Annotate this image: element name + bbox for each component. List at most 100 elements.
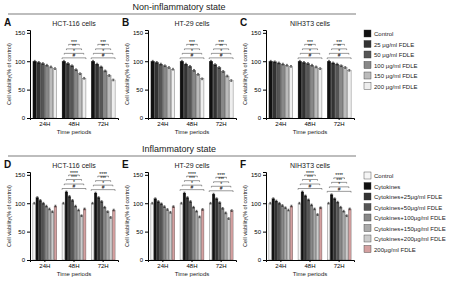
plot-marks [151, 60, 233, 118]
y-tick-mark [145, 90, 148, 91]
bar [298, 61, 302, 118]
bar [74, 70, 78, 118]
error-bar [160, 63, 162, 65]
error-bar [65, 191, 67, 193]
y-axis: 050100150 [251, 30, 267, 121]
error-bar [92, 202, 94, 204]
bar [310, 205, 313, 260]
y-tick: 100 [15, 201, 30, 207]
x-tick-label: 72H [216, 121, 227, 127]
error-bar [328, 60, 330, 62]
error-bar [169, 211, 171, 213]
panel-label: A [4, 17, 11, 28]
bar-series [272, 191, 333, 260]
panel: 05010015024H48H72H [15, 30, 119, 127]
panel-label: E [122, 159, 129, 170]
bar [281, 205, 284, 260]
y-tick-mark [27, 175, 30, 176]
legend: Control25 μg/ml FDLE50 μg/ml FDLE100 μg/… [364, 30, 417, 90]
bar-series [33, 60, 95, 118]
error-bar [287, 209, 289, 211]
bar-series [54, 205, 115, 260]
y-tick: 100 [251, 201, 266, 207]
bar-series [285, 64, 347, 118]
axis-line [263, 31, 267, 119]
x-tick-mark [74, 260, 75, 262]
bar [33, 61, 37, 118]
bar [51, 212, 54, 260]
legend-swatch [364, 225, 371, 232]
bar-series [269, 60, 331, 118]
x-tick-label: 72H [216, 263, 227, 269]
bar [169, 212, 172, 260]
y-tick: 150 [251, 172, 266, 178]
legend-swatch [364, 204, 371, 211]
x-tick-mark [310, 118, 311, 120]
y-axis-title: Cell viability(% of control) [242, 43, 248, 105]
bar [302, 62, 306, 118]
significance-label: *** [189, 39, 195, 45]
x-tick-label: 48H [304, 121, 315, 127]
bar [289, 66, 293, 118]
error-bar [154, 198, 156, 200]
y-tick: 0 [258, 257, 266, 263]
legend-item: Cytokines [364, 183, 400, 190]
error-bar [79, 73, 81, 75]
bar [151, 61, 155, 118]
panel-label: F [240, 159, 246, 170]
error-bar [311, 204, 313, 206]
bar [319, 208, 322, 260]
bar [314, 67, 318, 118]
y-axis-title: Cell viability(% of control) [6, 185, 12, 247]
bar-series [49, 66, 111, 118]
x-axis: 24H48H72H [267, 260, 355, 269]
bar [284, 208, 287, 260]
error-bar [152, 60, 154, 62]
legend-swatch [364, 51, 371, 58]
bar [77, 210, 80, 260]
bar [336, 202, 339, 260]
legend-swatch [364, 214, 371, 221]
bar [327, 203, 330, 260]
y-tick-mark [263, 118, 266, 119]
bar [339, 207, 342, 260]
bar [45, 65, 49, 118]
bar [273, 62, 277, 118]
error-bar [290, 65, 292, 67]
axis-line [149, 119, 237, 121]
x-tick-mark [339, 260, 340, 262]
bar [277, 63, 281, 118]
y-tick: 0 [258, 115, 266, 121]
error-bar [48, 208, 50, 210]
error-bar [164, 65, 166, 67]
x-axis: 24H48H72H [267, 118, 355, 127]
y-tick-label: 0 [22, 257, 26, 263]
axis-line [267, 261, 355, 263]
y-tick: 100 [133, 59, 148, 65]
bar-series [154, 192, 215, 260]
bar-series [289, 65, 351, 118]
error-bar [272, 198, 274, 200]
x-axis: 24H48H72H [149, 260, 237, 269]
bar [159, 64, 163, 118]
bar [163, 207, 166, 260]
legend-item: Cytokines+200μg/ml FDLE [364, 235, 446, 242]
bar-series [33, 202, 94, 260]
bar [189, 202, 192, 260]
bar-series [163, 65, 225, 118]
error-bar [346, 215, 348, 217]
bar [80, 216, 83, 260]
error-bar [314, 208, 316, 210]
bar [109, 217, 112, 260]
error-bar [62, 202, 64, 204]
legend-swatch [364, 246, 371, 253]
significance-label: **** [306, 170, 314, 176]
section-title: Inflammatory state [142, 144, 216, 154]
y-tick-label: 150 [133, 172, 144, 178]
error-bar [83, 77, 85, 79]
legend-swatch [364, 172, 371, 179]
bar [281, 64, 285, 118]
y-tick-mark [27, 33, 30, 34]
y-tick-mark [263, 203, 266, 204]
error-bar [282, 63, 284, 65]
